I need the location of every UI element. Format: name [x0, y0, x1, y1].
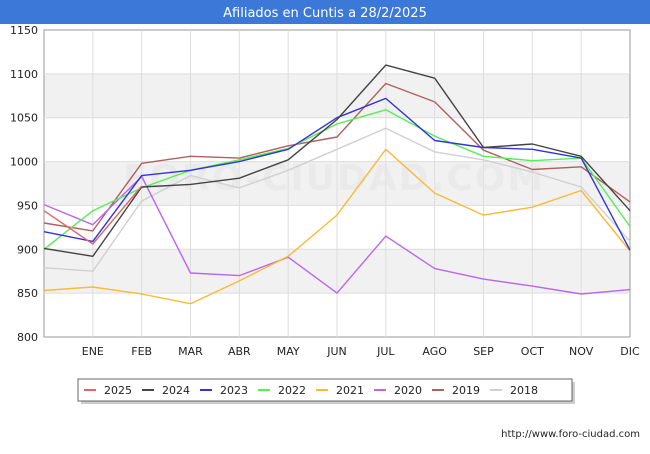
x-tick-label: DIC	[620, 345, 640, 358]
y-tick-label: 900	[17, 243, 38, 256]
legend-label-2023: 2023	[220, 384, 248, 397]
series-line-2025	[43, 185, 143, 245]
watermark: FORO-CIUDAD.COM	[123, 158, 545, 199]
series-line-2023	[43, 97, 631, 251]
x-tick-label: AGO	[422, 345, 447, 358]
legend-label-2025: 2025	[104, 384, 132, 397]
x-axis: ENE FEB MAR ABR MAY JUN JUL AGO SEP OCT NOV DIC	[82, 345, 640, 358]
series-lines	[43, 64, 631, 305]
x-tick-label: OCT	[521, 345, 544, 358]
legend-label-2024: 2024	[162, 384, 190, 397]
x-tick-label: ABR	[228, 345, 251, 358]
y-tick-label: 1000	[10, 156, 38, 169]
legend: 2025 2024 2023 2022 2021 2020 2019 2018	[84, 384, 538, 397]
legend-label-2018: 2018	[510, 384, 538, 397]
y-tick-label: 950	[17, 199, 38, 212]
x-tick-label: MAY	[277, 345, 300, 358]
title-bar	[0, 0, 650, 24]
source-url: http://www.foro-ciudad.com	[501, 429, 640, 440]
y-tick-label: 1150	[10, 24, 38, 37]
legend-label-2020: 2020	[394, 384, 422, 397]
x-tick-label: NOV	[569, 345, 594, 358]
y-tick-label: 1050	[10, 112, 38, 125]
series-line-2018	[43, 127, 631, 272]
y-axis: 800 850 900 950 1000 1050 1100 1150	[10, 24, 38, 344]
x-tick-label: JUN	[326, 345, 347, 358]
y-tick-label: 800	[17, 331, 38, 344]
x-tick-label: JUL	[376, 345, 395, 358]
x-tick-label: SEP	[473, 345, 494, 358]
legend-label-2021: 2021	[336, 384, 364, 397]
legend-label-2019: 2019	[452, 384, 480, 397]
series-line-2021	[43, 148, 631, 305]
y-tick-label: 1100	[10, 68, 38, 81]
x-tick-label: MAR	[178, 345, 203, 358]
x-tick-label: FEB	[131, 345, 152, 358]
series-line-2019	[43, 82, 631, 232]
y-tick-label: 850	[17, 287, 38, 300]
chart-title: Afiliados en Cuntis a 28/2/2025	[223, 6, 427, 21]
legend-label-2022: 2022	[278, 384, 306, 397]
grid-lines	[44, 30, 630, 337]
x-tick-label: ENE	[82, 345, 104, 358]
